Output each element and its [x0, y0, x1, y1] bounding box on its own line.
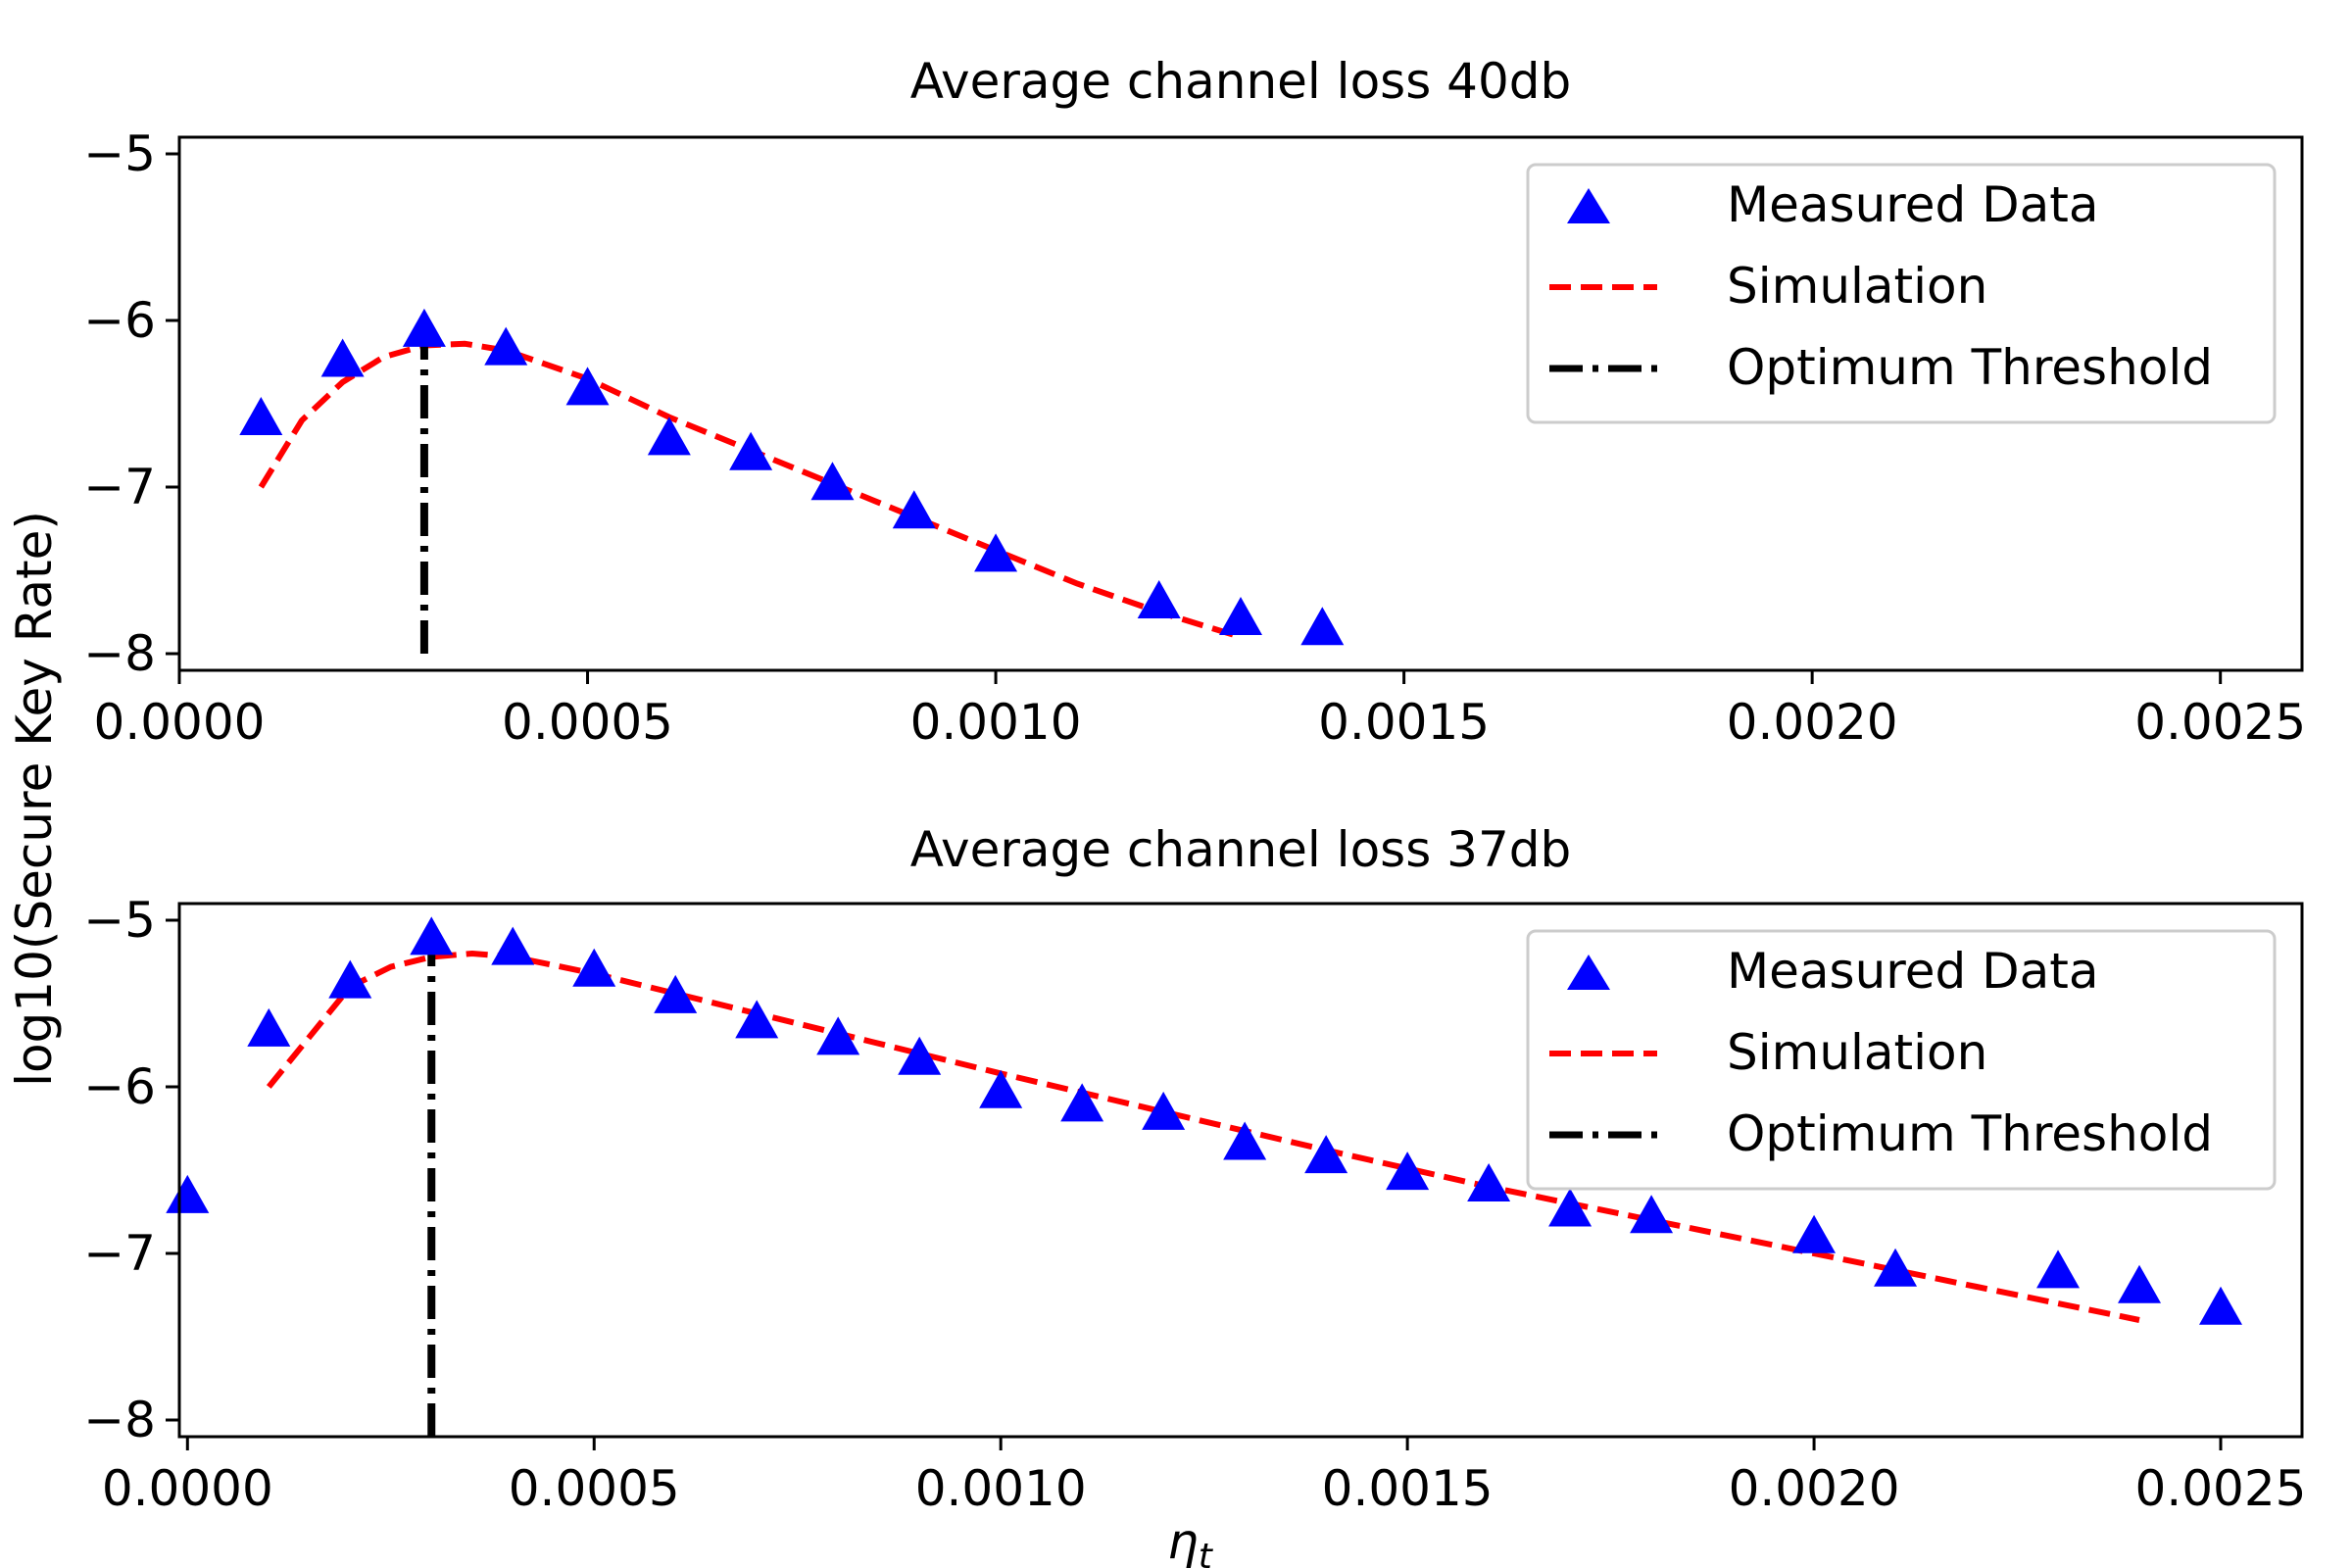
- measured-data-point: [2118, 1264, 2162, 1303]
- x-tick-label: 0.0005: [509, 1460, 680, 1517]
- legend: Measured Data Simulation Optimum Thresho…: [1526, 163, 2277, 424]
- simulation-line: [258, 340, 1242, 640]
- measured-data-point: [1548, 1188, 1592, 1227]
- measured-data-point: [810, 462, 855, 501]
- measured-data-point: [1792, 1214, 1837, 1253]
- legend-label-threshold: Optimum Threshold: [1727, 1105, 2213, 1162]
- measured-data-point: [974, 533, 1018, 572]
- legend-triangle-marker: [1567, 188, 1610, 223]
- y-tick-label: −8: [83, 1392, 156, 1448]
- measured-data-point: [2199, 1286, 2243, 1325]
- data-layer: [166, 916, 2243, 1437]
- axes-frame: [177, 902, 2304, 1439]
- subplot-title: Average channel loss 37db: [910, 821, 1572, 878]
- y-tick-label: −5: [83, 125, 156, 182]
- measured-data-point: [1060, 1083, 1104, 1122]
- measured-data-point: [1137, 580, 1181, 618]
- legend: Measured Data Simulation Optimum Thresho…: [1526, 929, 2277, 1191]
- measured-data-point: [247, 1007, 291, 1047]
- measured-data-point: [892, 490, 936, 529]
- measured-data-point: [239, 397, 283, 435]
- measured-data-point: [898, 1036, 942, 1075]
- measured-data-point: [1223, 1121, 1267, 1160]
- tick-layer: 0.0000 0.0005 0.0010 0.0015 0.0020 0.0025 −8 −7…: [83, 892, 2306, 1517]
- x-axis-label-subscript: t: [1199, 1537, 1214, 1568]
- y-tick-label: −7: [83, 459, 156, 515]
- x-tick-label: 0.0025: [2135, 1460, 2307, 1517]
- measured-data-point: [402, 308, 446, 347]
- measured-data-point: [979, 1069, 1023, 1108]
- measured-data-point: [816, 1016, 860, 1055]
- subplot-40db: Average channel loss 40db 0.0000 0.0005 0.…: [83, 53, 2306, 751]
- legend-triangle-marker: [1567, 955, 1610, 990]
- measured-data-point: [2036, 1250, 2081, 1289]
- measured-data-point: [647, 416, 691, 456]
- measured-data-point: [1304, 1135, 1348, 1174]
- measured-data-point: [1142, 1091, 1186, 1130]
- measured-data-point: [572, 948, 616, 987]
- x-tick-label: 0.0010: [910, 694, 1082, 751]
- legend-box: [1526, 929, 2277, 1191]
- x-tick-label: 0.0010: [915, 1460, 1087, 1517]
- x-tick-label: 0.0025: [2134, 694, 2306, 751]
- data-layer: [239, 308, 1345, 654]
- legend-label-measured: Measured Data: [1727, 176, 2099, 233]
- y-tick-label: −6: [83, 292, 156, 349]
- legend-label-simulation: Simulation: [1727, 258, 1987, 315]
- measured-data-point: [735, 1000, 779, 1039]
- measured-data-point: [484, 326, 528, 366]
- x-tick-label: 0.0000: [102, 1460, 273, 1517]
- legend-label-measured: Measured Data: [1727, 943, 2099, 1000]
- measured-data-point: [565, 367, 610, 406]
- y-axis-label: log10(Secure Key Rate): [6, 511, 63, 1087]
- y-tick-label: −8: [83, 625, 156, 682]
- measured-data-point: [320, 338, 365, 377]
- measured-data-point: [1386, 1152, 1430, 1191]
- x-tick-label: 0.0015: [1318, 694, 1490, 751]
- legend-label-simulation: Simulation: [1727, 1024, 1987, 1081]
- measured-data-point: [166, 1174, 210, 1213]
- legend-label-threshold: Optimum Threshold: [1727, 339, 2213, 396]
- measured-data-point: [1874, 1248, 1918, 1287]
- y-tick-label: −7: [83, 1225, 156, 1282]
- measured-data-point: [729, 431, 773, 470]
- x-tick-label: 0.0005: [502, 694, 673, 751]
- measured-data-point: [328, 959, 372, 999]
- x-tick-label: 0.0000: [94, 694, 266, 751]
- x-tick-label: 0.0020: [1727, 694, 1898, 751]
- subplot-37db: Average channel loss 37db 0.0000 0.0005 0.…: [83, 821, 2306, 1517]
- measured-data-point: [654, 974, 698, 1013]
- measured-data-point: [410, 916, 454, 956]
- legend-box: [1526, 163, 2277, 424]
- x-axis-label: ηt: [1167, 1513, 1214, 1568]
- x-tick-label: 0.0015: [1322, 1460, 1494, 1517]
- x-tick-label: 0.0020: [1729, 1460, 1900, 1517]
- y-tick-label: −5: [83, 892, 156, 949]
- subplot-title: Average channel loss 40db: [910, 53, 1572, 110]
- x-axis-label-main: η: [1167, 1513, 1199, 1568]
- axes-frame: [177, 135, 2304, 672]
- tick-layer: 0.0000 0.0005 0.0010 0.0015 0.0020 0.0025 −8 −7…: [83, 125, 2306, 751]
- measured-data-point: [1300, 607, 1345, 646]
- y-tick-label: −6: [83, 1058, 156, 1115]
- measured-data-point: [1467, 1163, 1511, 1201]
- measured-data-point: [491, 926, 535, 965]
- measured-data-point: [1630, 1195, 1674, 1234]
- measured-data-point: [1219, 597, 1262, 635]
